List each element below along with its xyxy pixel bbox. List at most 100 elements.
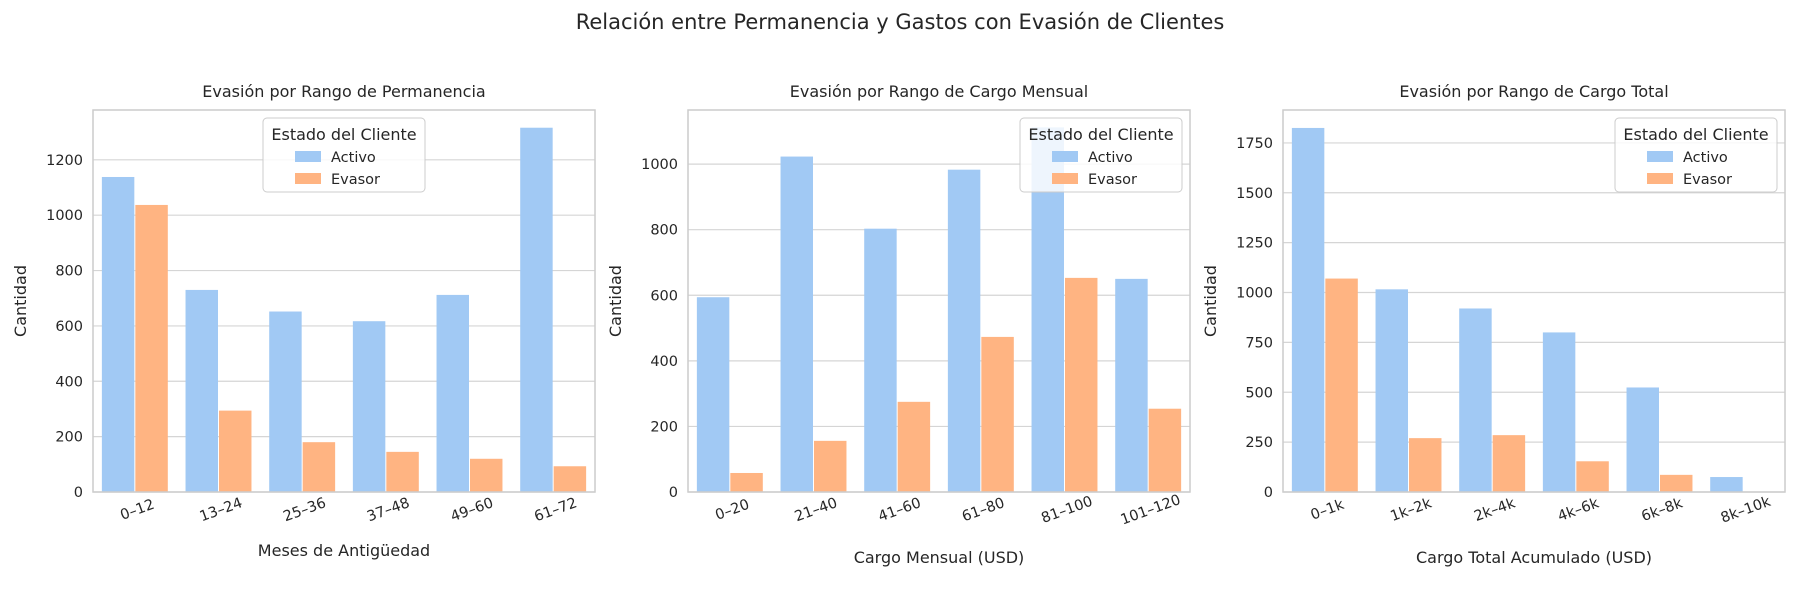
legend-label-evasor: Evasor xyxy=(331,172,380,188)
panel-title: Evasión por Rango de Cargo Mensual xyxy=(790,82,1088,101)
x-tick-label: 81–100 xyxy=(1039,494,1095,527)
x-tick-label: 37–48 xyxy=(365,495,412,525)
x-tick-label: 61–72 xyxy=(532,495,579,525)
bar-activo-1 xyxy=(1291,127,1325,492)
chart-panel-2: 0 200 400 600 800 1000 0–20 21–40 41–60 61–80 81–1… xyxy=(606,82,1191,567)
legend-label-activo: Activo xyxy=(1683,150,1728,166)
x-tick-label: 101–120 xyxy=(1119,492,1183,528)
legend-label-evasor: Evasor xyxy=(1088,172,1137,188)
bar-activo-4 xyxy=(947,169,981,492)
bar-activo-5 xyxy=(436,294,469,492)
x-tick-label: 0–1k xyxy=(1309,497,1347,524)
x-tick-label: 49–60 xyxy=(449,495,496,525)
y-tick-label: 750 xyxy=(1245,335,1273,351)
legend-title: Estado del Cliente xyxy=(1028,125,1173,144)
y-tick-label: 1200 xyxy=(46,153,83,169)
x-tick-label: 6k–8k xyxy=(1639,495,1685,525)
x-tick-label: 1k–2k xyxy=(1388,495,1434,525)
legend-title: Estado del Cliente xyxy=(1623,125,1768,144)
legend: Estado del Cliente Activo Evasor xyxy=(262,117,426,193)
legend-label-activo: Activo xyxy=(331,150,376,166)
bar-activo-3 xyxy=(269,311,302,492)
x-tick-label: 4k–6k xyxy=(1556,495,1602,525)
legend-swatch-activo xyxy=(295,151,321,162)
bar-activo-2 xyxy=(1375,289,1408,492)
x-axis-label: Cargo Total Acumulado (USD) xyxy=(1416,548,1652,567)
bar-evasor-2 xyxy=(1409,438,1442,492)
bar-activo-4 xyxy=(1542,332,1576,492)
bar-evasor-4 xyxy=(386,451,419,492)
x-tick-label: 0–20 xyxy=(713,497,751,524)
bar-evasor-1 xyxy=(1325,278,1358,492)
panel-title: Evasión por Rango de Cargo Total xyxy=(1399,82,1668,101)
bar-evasor-1 xyxy=(135,204,168,492)
x-tick-label: 61–80 xyxy=(960,495,1007,525)
chart-panel-3: 0 250 500 750 1000 1250 1500 1750 0–1k 1k–2k 2k–4k… xyxy=(1201,82,1786,567)
y-tick-label: 200 xyxy=(650,419,678,435)
y-tick-label: 800 xyxy=(650,223,678,239)
bar-activo-1 xyxy=(101,176,135,492)
y-tick-label: 400 xyxy=(55,374,83,390)
bar-evasor-5 xyxy=(470,458,503,492)
bar-evasor-3 xyxy=(897,401,931,492)
y-tick-label: 200 xyxy=(55,430,83,446)
plot-frame xyxy=(687,109,1191,493)
legend-swatch-activo xyxy=(1052,151,1078,162)
y-tick-label: 1000 xyxy=(46,208,83,224)
bar-activo-6 xyxy=(1710,477,1743,492)
y-tick-label: 0 xyxy=(1264,485,1273,501)
y-tick-label: 600 xyxy=(55,319,83,335)
legend-label-activo: Activo xyxy=(1088,150,1133,166)
legend-swatch-evasor xyxy=(295,173,321,184)
panel-title: Evasión por Rango de Permanencia xyxy=(202,82,485,101)
bar-activo-6 xyxy=(1115,278,1148,492)
legend: Estado del Cliente Activo Evasor xyxy=(1019,117,1183,193)
x-axis-label: Cargo Mensual (USD) xyxy=(854,548,1025,567)
x-tick-label: 21–40 xyxy=(793,495,840,525)
bar-evasor-1 xyxy=(730,472,763,492)
plot-frame xyxy=(1282,109,1786,493)
bar-evasor-2 xyxy=(219,410,252,492)
bar-evasor-4 xyxy=(981,336,1014,492)
y-tick-label: 400 xyxy=(650,354,678,370)
y-tick-label: 1500 xyxy=(1236,186,1273,202)
bar-evasor-3 xyxy=(302,442,336,492)
bar-activo-3 xyxy=(1459,308,1492,492)
bar-activo-1 xyxy=(696,297,730,492)
y-tick-label: 1750 xyxy=(1236,136,1273,152)
legend-label-evasor: Evasor xyxy=(1683,172,1732,188)
y-tick-label: 600 xyxy=(650,288,678,304)
y-tick-label: 1000 xyxy=(641,157,678,173)
x-tick-label: 25–36 xyxy=(281,495,328,525)
bar-evasor-5 xyxy=(1065,277,1098,492)
bar-activo-4 xyxy=(352,321,386,492)
y-axis-label: Cantidad xyxy=(606,265,625,337)
x-tick-label: 2k–4k xyxy=(1472,495,1518,525)
y-tick-label: 800 xyxy=(55,264,83,280)
bar-activo-6 xyxy=(520,127,553,492)
legend-title: Estado del Cliente xyxy=(271,125,416,144)
y-tick-label: 0 xyxy=(669,485,678,501)
x-tick-label: 41–60 xyxy=(876,495,923,525)
chart-panel-1: 0 200 400 600 800 1000 1200 0–12 13–24 25–36 37–48… xyxy=(11,82,596,560)
x-axis-label: Meses de Antigüedad xyxy=(258,541,430,560)
bar-activo-2 xyxy=(185,289,218,492)
y-tick-label: 250 xyxy=(1245,435,1273,451)
y-tick-label: 0 xyxy=(74,485,83,501)
bar-activo-2 xyxy=(780,156,813,492)
y-tick-label: 500 xyxy=(1245,385,1273,401)
y-tick-label: 1000 xyxy=(1236,286,1273,302)
x-tick-label: 13–24 xyxy=(198,495,245,525)
bar-activo-3 xyxy=(864,228,897,492)
bar-activo-5 xyxy=(1626,387,1659,492)
plot-frame xyxy=(92,109,596,493)
y-tick-label: 1250 xyxy=(1236,236,1273,252)
bar-evasor-3 xyxy=(1492,435,1526,492)
bar-evasor-6 xyxy=(553,466,587,492)
y-axis-label: Cantidad xyxy=(11,265,30,337)
bar-evasor-2 xyxy=(814,440,847,492)
legend: Estado del Cliente Activo Evasor xyxy=(1614,117,1778,193)
y-axis-label: Cantidad xyxy=(1201,265,1220,337)
bar-evasor-4 xyxy=(1576,461,1609,492)
